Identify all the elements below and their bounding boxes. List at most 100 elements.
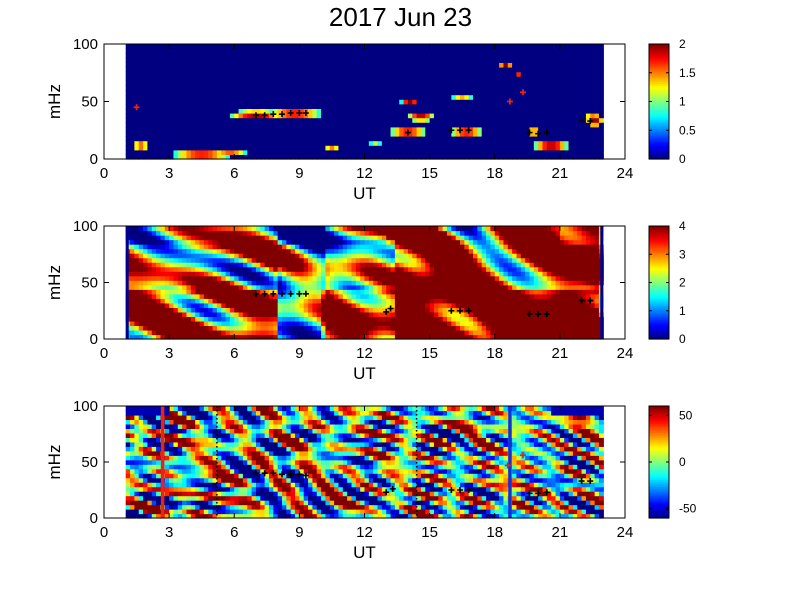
heatmap-cell	[260, 275, 266, 281]
heatmap-cell	[394, 57, 400, 63]
heatmap-cell	[173, 154, 179, 160]
heatmap-cell	[325, 334, 331, 340]
heatmap-cell	[429, 122, 435, 128]
heatmap-cell	[190, 113, 196, 119]
heatmap-cell	[451, 334, 457, 340]
heatmap-cell	[255, 316, 261, 322]
heatmap-cell	[229, 71, 235, 77]
heatmap-cell	[251, 244, 257, 250]
heatmap-cell	[364, 149, 370, 155]
heatmap-cell	[546, 149, 552, 155]
heatmap-cell	[486, 316, 492, 322]
heatmap-cell	[169, 298, 175, 304]
heatmap-cell	[195, 293, 201, 299]
heatmap-cell	[412, 44, 418, 50]
heatmap-cell	[412, 262, 418, 268]
heatmap-cell	[490, 44, 496, 50]
heatmap-cell	[394, 131, 400, 137]
heatmap-cell	[425, 149, 431, 155]
heatmap-cell	[216, 284, 222, 290]
heatmap-cell	[572, 131, 578, 137]
heatmap-cell	[151, 117, 157, 123]
heatmap-cell	[390, 262, 396, 268]
heatmap-cell	[282, 275, 287, 281]
heatmap-cell	[134, 140, 140, 146]
heatmap-cell	[577, 99, 583, 105]
heatmap-cell	[451, 320, 457, 327]
heatmap-cell	[143, 334, 149, 340]
heatmap-cell	[247, 257, 253, 263]
heatmap-cell	[156, 280, 162, 286]
heatmap-cell	[164, 226, 170, 232]
heatmap-cell	[234, 266, 240, 272]
heatmap-cell	[242, 136, 248, 142]
heatmap-cell	[221, 108, 227, 114]
heatmap-cell	[242, 80, 248, 86]
heatmap-cell	[234, 244, 240, 250]
heatmap-cell	[347, 113, 353, 119]
heatmap-cell	[138, 239, 144, 245]
heatmap-cell	[199, 311, 205, 317]
heatmap-cell	[273, 57, 279, 63]
heatmap-cell	[130, 71, 135, 77]
heatmap-cell	[225, 154, 231, 160]
heatmap-cell	[329, 248, 335, 254]
heatmap-cell	[186, 122, 192, 128]
heatmap-cell	[412, 154, 418, 160]
heatmap-cell	[420, 131, 426, 137]
heatmap-cell	[156, 145, 162, 151]
heatmap-cell	[225, 76, 231, 82]
heatmap-cell	[412, 284, 418, 290]
heatmap-cell	[264, 239, 270, 245]
heatmap-cell	[277, 117, 283, 123]
heatmap-cell	[460, 44, 465, 50]
heatmap-cells	[125, 44, 604, 160]
heatmap-cell	[225, 145, 231, 151]
heatmap-cell	[160, 90, 166, 96]
heatmap-cell	[386, 262, 392, 268]
heatmap-cell	[134, 248, 140, 254]
heatmap-cell	[286, 280, 292, 286]
heatmap-cell	[247, 108, 253, 114]
heatmap-cell	[216, 302, 222, 308]
heatmap-cell	[468, 298, 474, 304]
heatmap-cell	[355, 320, 361, 327]
heatmap-cell	[342, 117, 348, 123]
heatmap-cell	[377, 136, 383, 142]
heatmap-cell	[169, 311, 175, 317]
heatmap-cell	[173, 280, 179, 286]
heatmap-cell	[203, 226, 209, 232]
heatmap-cell	[221, 244, 227, 250]
heatmap-cell	[225, 266, 231, 272]
heatmap-cell	[507, 48, 513, 54]
heatmap-cell	[525, 140, 531, 146]
heatmap-cell	[312, 257, 318, 263]
heatmap-cell	[255, 103, 261, 109]
heatmap-cell	[364, 103, 370, 109]
heatmap-cell	[251, 293, 257, 299]
heatmap-cell	[412, 230, 418, 236]
heatmap-cell	[290, 149, 296, 155]
heatmap-cell	[373, 275, 379, 281]
heatmap-cell	[581, 53, 587, 59]
heatmap-cell	[342, 71, 348, 77]
heatmap-cell	[368, 316, 374, 322]
heatmap-cell	[481, 329, 487, 336]
heatmap-cell	[360, 122, 366, 128]
heatmap-cell	[446, 90, 452, 96]
heatmap-cell	[420, 154, 426, 160]
heatmap-cell	[551, 103, 557, 109]
heatmap-cell	[264, 131, 270, 137]
heatmap-cell	[303, 94, 309, 100]
heatmap-cell	[464, 154, 470, 160]
heatmap-cell	[216, 239, 222, 245]
heatmap-cell	[216, 90, 222, 96]
heatmap-cell	[594, 90, 600, 96]
heatmap-cell	[364, 320, 370, 327]
heatmap-cell	[160, 320, 166, 327]
heatmap-cell	[399, 293, 405, 299]
heatmap-cell	[464, 62, 470, 68]
heatmap-cell	[212, 284, 218, 290]
heatmap-cell	[134, 44, 140, 50]
heatmap-cell	[551, 67, 557, 73]
